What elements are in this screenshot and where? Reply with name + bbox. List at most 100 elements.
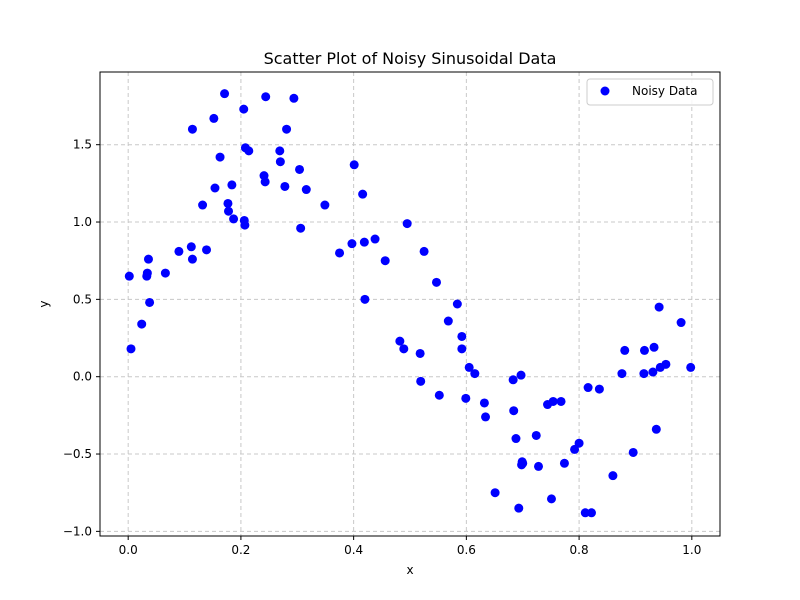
data-point-87 xyxy=(617,369,627,379)
data-point-20 xyxy=(227,180,237,190)
data-point-35 xyxy=(295,164,305,174)
data-point-88 xyxy=(620,345,630,355)
data-point-74 xyxy=(534,461,544,471)
data-point-13 xyxy=(202,245,212,255)
data-point-11 xyxy=(187,254,197,264)
legend-label: Noisy Data xyxy=(632,84,697,98)
y-tick-label-1: −0.5 xyxy=(63,447,92,461)
data-point-54 xyxy=(434,390,444,400)
data-point-57 xyxy=(457,331,467,341)
data-point-68 xyxy=(514,503,524,513)
data-point-89 xyxy=(628,447,638,457)
data-point-21 xyxy=(229,214,239,224)
data-point-36 xyxy=(296,223,306,233)
data-point-64 xyxy=(490,488,500,498)
data-point-42 xyxy=(358,189,368,199)
data-point-12 xyxy=(198,200,208,210)
data-point-39 xyxy=(335,248,345,258)
data-point-22 xyxy=(239,104,249,114)
data-point-5 xyxy=(143,254,153,264)
data-point-19 xyxy=(224,206,234,216)
x-tick-label-3: 0.6 xyxy=(457,543,476,557)
data-point-60 xyxy=(464,362,474,372)
x-tick-label-0: 0.0 xyxy=(119,543,138,557)
data-point-2 xyxy=(137,319,147,329)
data-point-98 xyxy=(676,318,686,328)
data-point-50 xyxy=(415,348,425,358)
data-point-37 xyxy=(301,185,311,195)
data-point-93 xyxy=(649,342,659,352)
data-point-79 xyxy=(559,458,569,468)
data-point-24 xyxy=(240,220,250,230)
x-tick-label-2: 0.4 xyxy=(344,543,363,557)
data-point-78 xyxy=(556,396,566,406)
data-point-8 xyxy=(174,246,184,256)
data-point-40 xyxy=(347,239,357,249)
data-point-59 xyxy=(461,393,471,403)
data-point-46 xyxy=(380,256,390,266)
data-point-16 xyxy=(215,152,225,162)
data-point-34 xyxy=(289,93,299,103)
data-point-17 xyxy=(220,89,230,99)
data-point-80 xyxy=(570,444,580,454)
y-axis-label: y xyxy=(37,300,51,307)
data-point-76 xyxy=(546,494,556,504)
data-point-47 xyxy=(395,336,405,346)
data-point-7 xyxy=(160,268,170,278)
data-point-72 xyxy=(518,458,528,468)
data-point-69 xyxy=(516,370,526,380)
data-point-43 xyxy=(359,237,369,247)
data-point-26 xyxy=(244,146,254,156)
plot-frame xyxy=(99,71,721,537)
data-point-51 xyxy=(416,376,426,386)
y-tick-label-5: 1.5 xyxy=(73,138,92,152)
data-point-82 xyxy=(580,508,590,518)
data-point-49 xyxy=(402,219,412,229)
data-point-58 xyxy=(457,344,467,354)
data-point-6 xyxy=(145,297,155,307)
x-tick-label-1: 0.2 xyxy=(231,543,250,557)
data-point-85 xyxy=(594,384,604,394)
y-tick-label-4: 1.0 xyxy=(73,215,92,229)
grid-layer xyxy=(100,72,720,536)
data-point-73 xyxy=(531,430,541,440)
data-point-84 xyxy=(586,508,596,518)
data-point-44 xyxy=(360,294,370,304)
data-point-92 xyxy=(648,367,658,377)
data-point-29 xyxy=(261,92,271,102)
points-layer xyxy=(124,89,696,518)
data-point-67 xyxy=(511,434,521,444)
data-point-14 xyxy=(209,113,219,123)
legend-box xyxy=(586,78,714,106)
data-point-99 xyxy=(686,362,696,372)
data-point-48 xyxy=(399,344,409,354)
data-point-83 xyxy=(583,383,593,393)
data-point-33 xyxy=(282,124,292,134)
data-point-66 xyxy=(509,406,519,416)
data-point-81 xyxy=(574,438,584,448)
data-point-77 xyxy=(548,396,558,406)
y-tick-label-0: −1.0 xyxy=(63,524,92,538)
data-point-95 xyxy=(654,302,664,312)
data-point-90 xyxy=(639,369,649,379)
x-axis-label: x xyxy=(406,563,413,577)
data-point-62 xyxy=(479,398,489,408)
x-tick-label-4: 0.8 xyxy=(570,543,589,557)
x-tick-label-5: 1.0 xyxy=(682,543,701,557)
data-point-45 xyxy=(370,234,380,244)
data-point-65 xyxy=(508,375,518,385)
legend: Noisy Data xyxy=(586,78,714,106)
chart-title: Scatter Plot of Noisy Sinusoidal Data xyxy=(264,49,557,68)
data-point-0 xyxy=(124,271,134,281)
y-axis-ticks: −1.0 −0.5 0.0 0.5 1.0 1.5 xyxy=(63,138,100,538)
y-tick-label-3: 0.5 xyxy=(73,292,92,306)
data-point-31 xyxy=(275,157,285,167)
data-point-9 xyxy=(186,242,196,252)
data-point-91 xyxy=(639,345,649,355)
data-point-15 xyxy=(210,183,220,193)
data-point-1 xyxy=(126,344,136,354)
data-point-61 xyxy=(470,369,480,379)
data-point-10 xyxy=(187,124,197,134)
